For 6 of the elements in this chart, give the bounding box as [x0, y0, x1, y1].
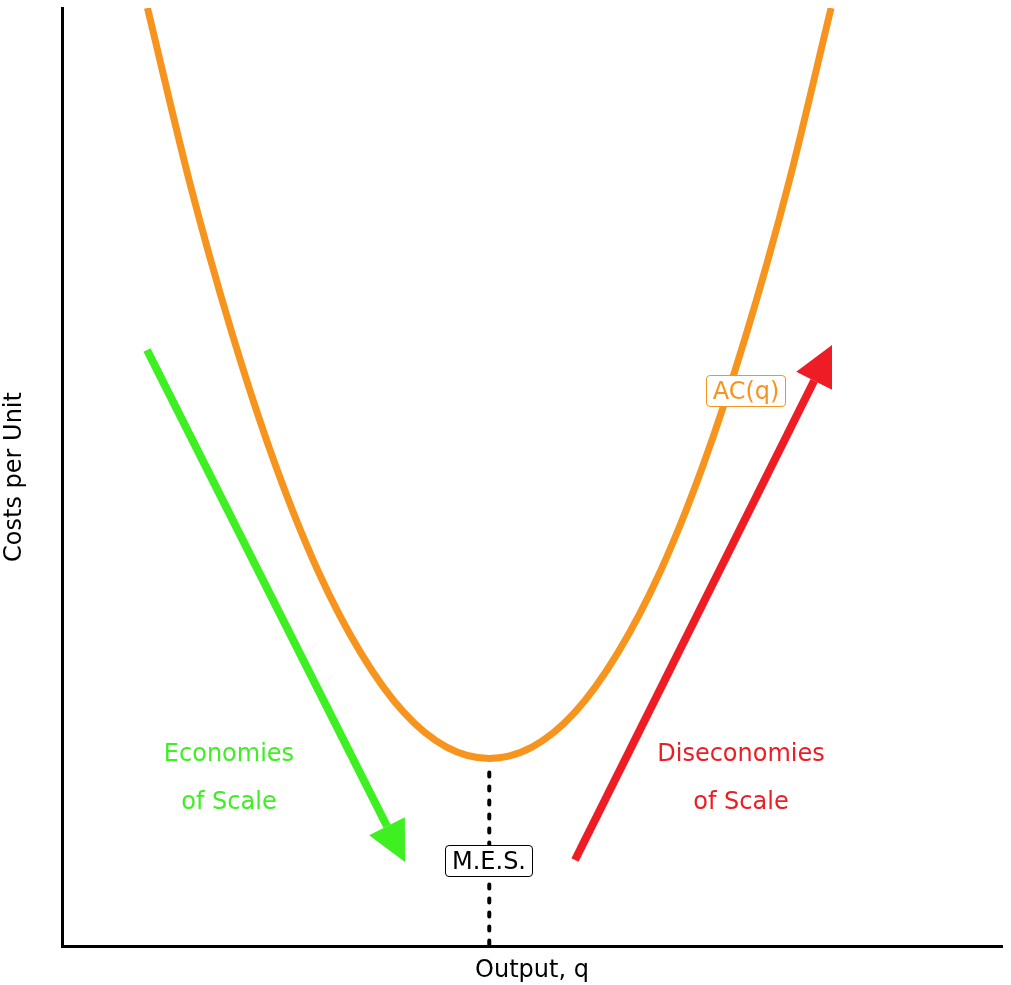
annotation: AC(q) — [705, 375, 787, 407]
x-axis-title: Output, q — [475, 954, 589, 983]
annotation: M.E.S. — [445, 845, 533, 877]
annotation: Diseconomies of Scale — [657, 739, 825, 815]
y-axis-title: Costs per Unit — [0, 392, 27, 562]
annotation: Economies of Scale — [163, 739, 295, 815]
